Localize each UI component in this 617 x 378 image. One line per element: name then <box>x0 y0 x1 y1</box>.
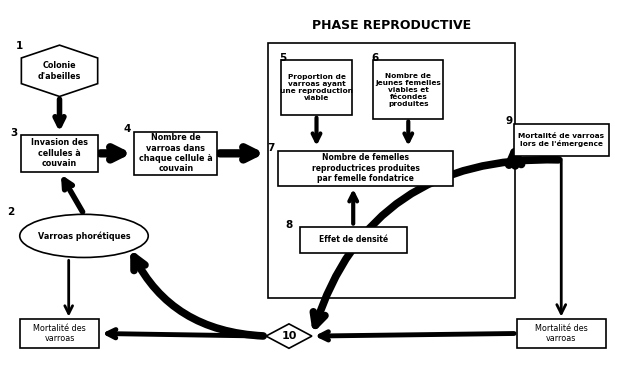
FancyBboxPatch shape <box>21 135 97 172</box>
Text: 6: 6 <box>371 53 378 63</box>
Ellipse shape <box>20 214 148 257</box>
FancyBboxPatch shape <box>278 150 453 186</box>
Text: 4: 4 <box>123 124 131 134</box>
Text: 9: 9 <box>506 116 513 126</box>
Text: Mortalité des
varroas: Mortalité des varroas <box>535 324 587 343</box>
Polygon shape <box>22 45 97 96</box>
Text: 3: 3 <box>10 128 17 138</box>
FancyBboxPatch shape <box>517 319 606 347</box>
FancyBboxPatch shape <box>281 60 352 115</box>
Text: 7: 7 <box>267 143 275 153</box>
Text: Nombre de femelles
reproductrices produites
par femelle fondatrice: Nombre de femelles reproductrices produi… <box>312 153 420 183</box>
Text: Proportion de
varroas ayant
une reproduction
viable: Proportion de varroas ayant une reproduc… <box>280 74 353 101</box>
Text: Mortalité des
varroas: Mortalité des varroas <box>33 324 86 343</box>
Polygon shape <box>266 324 312 348</box>
Text: Nombre de
jeunes femelles
viables et
fécondes
produites: Nombre de jeunes femelles viables et féc… <box>375 73 441 107</box>
Text: 2: 2 <box>7 206 14 217</box>
Text: Invasion des
cellules à
couvain: Invasion des cellules à couvain <box>31 138 88 168</box>
Text: Colonie
d'abeilles: Colonie d'abeilles <box>38 61 81 81</box>
Text: PHASE REPRODUCTIVE: PHASE REPRODUCTIVE <box>312 19 471 32</box>
FancyBboxPatch shape <box>514 124 608 156</box>
Text: 5: 5 <box>280 53 286 63</box>
Text: Nombre de
varroas dans
chaque cellule à
couvain: Nombre de varroas dans chaque cellule à … <box>139 133 213 174</box>
Text: Varroas phorétiques: Varroas phorétiques <box>38 231 130 241</box>
Text: Effet de densité: Effet de densité <box>318 235 387 244</box>
FancyBboxPatch shape <box>135 132 217 175</box>
Text: 8: 8 <box>285 220 292 230</box>
FancyBboxPatch shape <box>373 60 444 119</box>
FancyBboxPatch shape <box>268 43 515 298</box>
Text: 10: 10 <box>281 331 297 341</box>
FancyBboxPatch shape <box>300 226 407 253</box>
Text: 1: 1 <box>16 42 23 51</box>
FancyBboxPatch shape <box>20 319 99 347</box>
Text: Mortalité de varroas
lors de l'émergence: Mortalité de varroas lors de l'émergence <box>518 133 604 147</box>
